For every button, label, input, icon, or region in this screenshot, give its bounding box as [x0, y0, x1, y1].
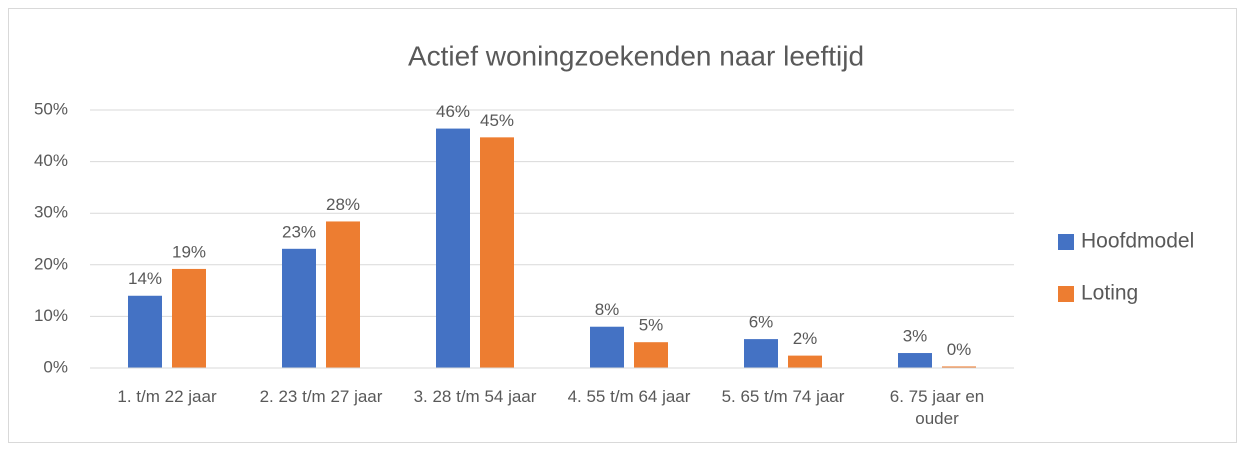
- x-tick-label: 4. 55 t/m 64 jaar: [567, 387, 691, 406]
- legend-swatch: [1058, 234, 1074, 250]
- legend-label: Hoofdmodel: [1081, 230, 1194, 253]
- y-tick-label: 40%: [34, 151, 68, 170]
- y-tick-label: 0%: [43, 357, 68, 376]
- bar: [898, 353, 932, 368]
- data-label: 28%: [326, 195, 360, 214]
- bar: [172, 268, 206, 368]
- data-label: 19%: [172, 242, 206, 261]
- legend-label: Loting: [1081, 282, 1138, 305]
- x-tick-label: 1. t/m 22 jaar: [117, 387, 217, 406]
- x-tick-label: 5. 65 t/m 74 jaar: [721, 387, 845, 406]
- bar: [634, 342, 668, 368]
- y-tick-label: 30%: [34, 203, 68, 222]
- bar: [480, 137, 514, 368]
- bar: [788, 355, 822, 368]
- bar: [436, 128, 470, 368]
- data-label: 14%: [128, 269, 162, 288]
- data-label: 3%: [903, 327, 928, 346]
- data-label: 45%: [480, 111, 514, 130]
- x-tick-label: 6. 75 jaar en ouder: [889, 387, 985, 428]
- data-label: 2%: [793, 329, 818, 348]
- bar: [942, 366, 976, 368]
- legend-swatch: [1058, 286, 1074, 302]
- y-tick-label: 10%: [34, 306, 68, 325]
- data-label: 6%: [749, 313, 774, 332]
- x-tick-label: 2. 23 t/m 27 jaar: [259, 387, 383, 406]
- data-label: 46%: [436, 102, 470, 121]
- y-tick-label: 50%: [34, 99, 68, 118]
- chart-title: Actief woningzoekenden naar leeftijd: [408, 40, 864, 71]
- data-label: 5%: [639, 316, 664, 335]
- data-label: 23%: [282, 222, 316, 241]
- bar: [326, 221, 360, 368]
- bar: [128, 295, 162, 368]
- y-tick-label: 20%: [34, 254, 68, 273]
- chart-border: [8, 8, 1237, 443]
- x-tick-label: 3. 28 t/m 54 jaar: [413, 387, 537, 406]
- bar: [590, 326, 624, 368]
- data-label: 8%: [595, 300, 620, 319]
- bar: [282, 248, 316, 368]
- bar: [744, 339, 778, 368]
- data-label: 0%: [947, 340, 972, 359]
